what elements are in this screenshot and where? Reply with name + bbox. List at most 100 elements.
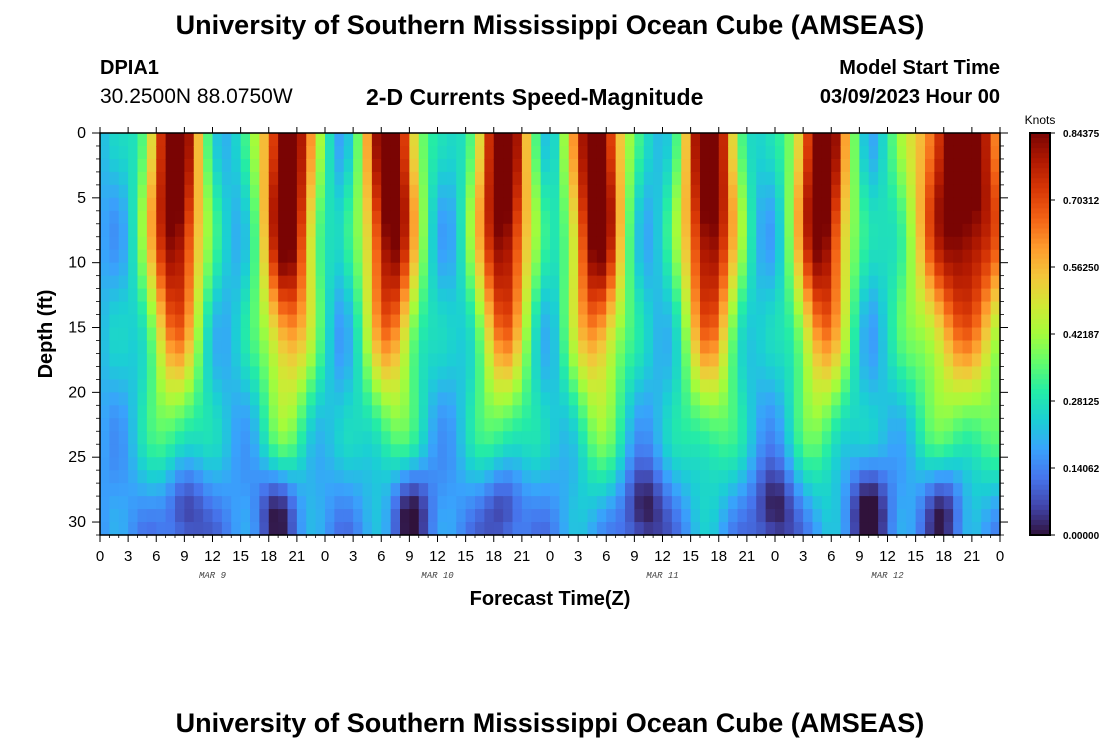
heatmap-cell <box>475 223 485 238</box>
heatmap-cell <box>643 379 654 393</box>
colorbar-swatch <box>1030 248 1050 255</box>
heatmap-cell <box>475 405 485 419</box>
heatmap-cell <box>550 483 560 497</box>
heatmap-cell <box>531 171 542 186</box>
heatmap-cell <box>596 470 607 484</box>
heatmap-cell <box>334 327 345 342</box>
heatmap-cell <box>943 275 954 290</box>
heatmap-cell <box>184 509 195 523</box>
heatmap-cell <box>756 470 767 484</box>
heatmap-cell <box>456 509 467 523</box>
heatmap-cell <box>437 314 448 329</box>
heatmap-cell <box>775 457 785 471</box>
heatmap-cell <box>568 353 579 368</box>
heatmap-cell <box>578 249 589 264</box>
heatmap-cell <box>175 314 185 329</box>
heatmap-cell <box>728 392 739 406</box>
heatmap-cell <box>625 522 635 536</box>
heatmap-cell <box>690 405 701 419</box>
heatmap-cell <box>859 470 870 484</box>
heatmap-cell <box>737 496 748 510</box>
heatmap-cell <box>128 262 139 277</box>
heatmap-cell <box>803 301 814 316</box>
heatmap-cell <box>259 509 270 523</box>
heatmap-cell <box>634 301 645 316</box>
heatmap-cell <box>250 327 260 342</box>
heatmap-cell <box>521 366 532 380</box>
heatmap-cell <box>775 522 785 536</box>
heatmap-cell <box>221 197 232 212</box>
heatmap-cell <box>128 353 139 368</box>
heatmap-cell <box>437 301 448 316</box>
heatmap-cell <box>512 197 523 212</box>
heatmap-cell <box>362 444 373 458</box>
heatmap-cell <box>587 457 598 471</box>
heatmap-cell <box>746 496 757 510</box>
heatmap-cell <box>128 301 139 316</box>
heatmap-cell <box>193 197 204 212</box>
heatmap-cell <box>812 133 823 147</box>
heatmap-cell <box>287 223 298 238</box>
heatmap-cell <box>184 158 195 173</box>
heatmap-cell <box>615 145 626 160</box>
heatmap-cell <box>587 158 598 173</box>
heatmap-cell <box>690 340 701 355</box>
heatmap-cell <box>671 275 682 290</box>
heatmap-cell <box>578 431 589 445</box>
colorbar-swatch <box>1030 243 1050 250</box>
heatmap-cell <box>165 314 176 329</box>
heatmap-cell <box>531 509 542 523</box>
heatmap-cell <box>850 405 860 419</box>
heatmap-cell <box>953 301 964 316</box>
heatmap-cell <box>437 262 448 277</box>
heatmap-cell <box>371 366 382 380</box>
heatmap-cell <box>596 275 607 290</box>
heatmap-cell <box>353 236 364 251</box>
heatmap-cell <box>878 366 889 380</box>
heatmap-cell <box>653 366 664 380</box>
heatmap-cell <box>718 366 729 380</box>
heatmap-cell <box>540 483 551 497</box>
colorbar-swatch <box>1030 318 1050 325</box>
heatmap-cell <box>418 158 429 173</box>
heatmap-cell <box>184 496 195 510</box>
heatmap-cell <box>728 288 739 303</box>
heatmap-cell <box>887 522 898 536</box>
heatmap-cell <box>184 418 195 432</box>
heatmap-cell <box>128 288 139 303</box>
heatmap-cell <box>221 262 232 277</box>
heatmap-cell <box>962 236 973 251</box>
heatmap-cell <box>803 496 814 510</box>
station-id: DPIA1 <box>100 57 159 79</box>
heatmap-cell <box>325 301 335 316</box>
heatmap-cell <box>259 301 270 316</box>
heatmap-cell <box>540 522 551 536</box>
heatmap-cell <box>296 509 307 523</box>
heatmap-cell <box>746 249 757 264</box>
heatmap-cell <box>296 496 307 510</box>
heatmap-cell <box>953 392 964 406</box>
heatmap-cell <box>109 262 120 277</box>
heatmap-cell <box>165 353 176 368</box>
heatmap-cell <box>221 223 232 238</box>
heatmap-cell <box>409 236 420 251</box>
heatmap-cell <box>456 236 467 251</box>
heatmap-cell <box>343 275 354 290</box>
heatmap-cell <box>718 496 729 510</box>
heatmap-cell <box>606 249 617 264</box>
heatmap-cell <box>146 145 157 160</box>
heatmap-cell <box>615 171 626 186</box>
heatmap-cell <box>203 431 214 445</box>
heatmap-cell <box>343 379 354 393</box>
heatmap-cell <box>118 327 129 342</box>
heatmap-cell <box>175 444 185 458</box>
heatmap-cell <box>934 184 945 199</box>
heatmap-cell <box>306 314 317 329</box>
heatmap-cell <box>521 379 532 393</box>
heatmap-cell <box>184 444 195 458</box>
heatmap-cell <box>212 223 223 238</box>
heatmap-cell <box>578 470 589 484</box>
heatmap-cell <box>100 392 110 406</box>
heatmap-cell <box>409 145 420 160</box>
heatmap-cell <box>896 418 907 432</box>
